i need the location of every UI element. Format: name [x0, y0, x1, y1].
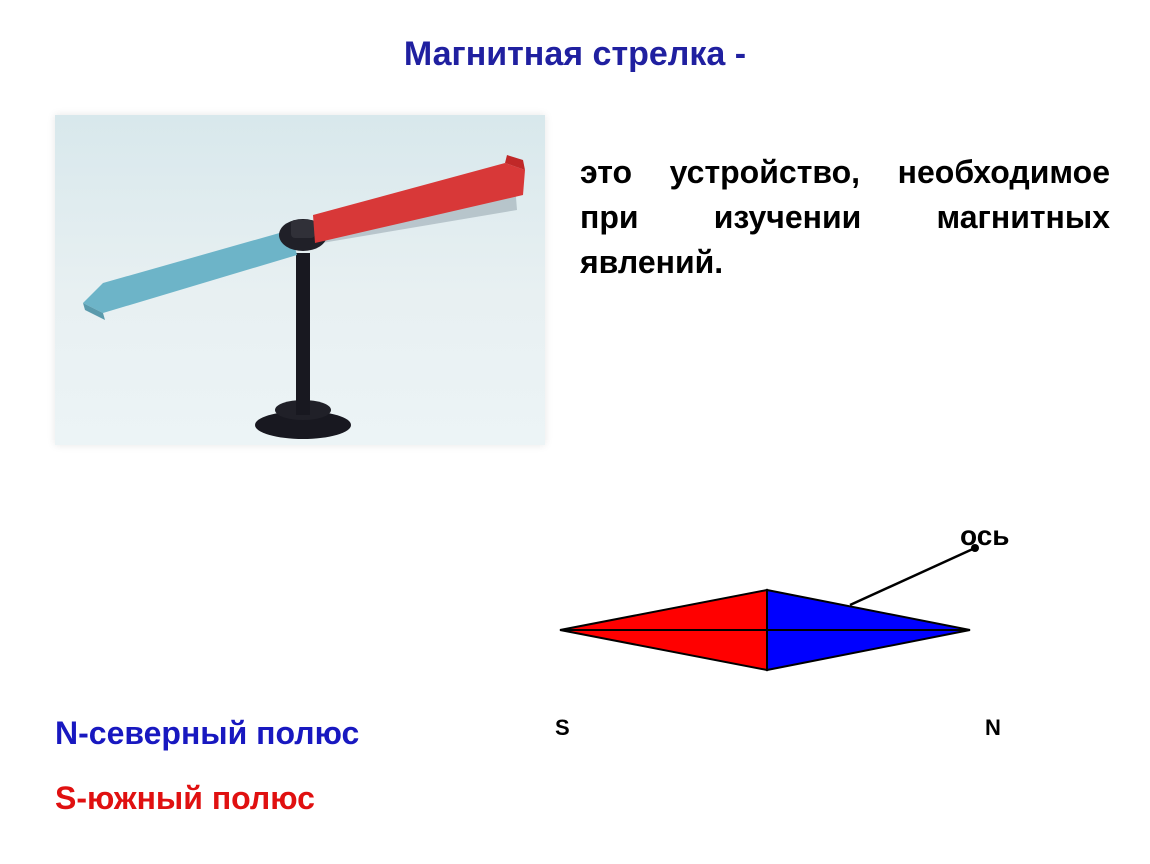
needle-diagram	[530, 540, 1050, 740]
magnetic-needle-photo	[55, 115, 545, 445]
north-pole-legend: N-северный полюс	[55, 715, 359, 752]
pivot-top	[291, 220, 315, 238]
axis-dot	[971, 544, 979, 552]
n-pole-marker: N	[985, 715, 1001, 741]
blue-blade	[83, 230, 297, 313]
description-text: это устройство, необходимое при изучении…	[580, 150, 1110, 284]
axis-line	[850, 548, 975, 605]
south-pole-legend: S-южный полюс	[55, 780, 315, 817]
stand-pole	[296, 253, 310, 415]
needle-photo-svg	[55, 115, 545, 445]
s-pole-marker: S	[555, 715, 570, 741]
page-title: Магнитная стрелка -	[0, 0, 1150, 74]
